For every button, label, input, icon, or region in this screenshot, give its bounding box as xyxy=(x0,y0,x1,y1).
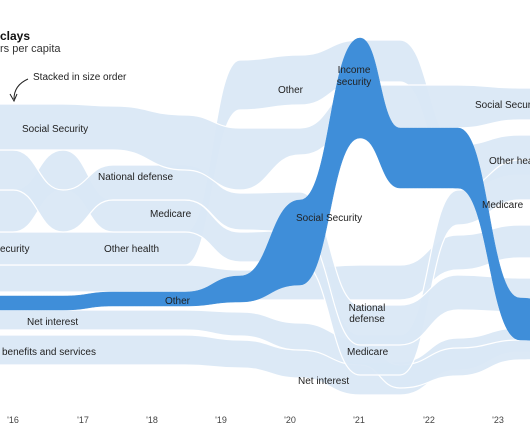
series-label-nd-2017: National defense xyxy=(98,172,173,183)
series-label-inc-2021b: security xyxy=(337,77,371,88)
highlighted-series xyxy=(0,37,530,341)
x-tick-label: '20 xyxy=(284,415,296,425)
x-tick-label: '21 xyxy=(353,415,365,425)
series-label-nd-2021: National xyxy=(349,303,386,314)
series-label-oh-2017: Other health xyxy=(104,244,159,255)
series-label-oh-2023: Other heal xyxy=(489,156,530,167)
chart-subtitle: rs per capita xyxy=(0,43,61,55)
series-label-med-2018: Medicare xyxy=(150,209,192,220)
x-tick-label: '17 xyxy=(77,415,89,425)
series-label-med-2023: Medicare xyxy=(482,200,524,211)
band-other-highlighted xyxy=(0,37,530,341)
x-tick-label: '22 xyxy=(423,415,435,425)
series-label-inc-2016: ecurity xyxy=(0,244,29,255)
annotation-arrowhead xyxy=(9,93,18,103)
series-labels: Social Security National defense Medicare e… xyxy=(0,65,530,387)
series-label-ni-2016: Net interest xyxy=(27,317,78,328)
series-label-ss-2023: Social Securi xyxy=(475,100,530,111)
annotation-stacked-order: Stacked in size order xyxy=(33,72,127,83)
chart-bands xyxy=(0,39,530,396)
series-label-med-2021: Medicare xyxy=(347,347,389,358)
chart-title: clays xyxy=(0,29,31,43)
x-tick-label: '19 xyxy=(215,415,227,425)
series-label-ss-2016: Social Security xyxy=(22,124,88,135)
x-tick-label: '16 xyxy=(7,415,19,425)
x-tick-label: '23 xyxy=(492,415,504,425)
x-axis: '16 '17 '18 '19 '20 '21 '22 '23 xyxy=(7,415,504,425)
annotation-arrow xyxy=(13,78,29,100)
series-label-ni-2020: Net interest xyxy=(298,376,349,387)
series-label-oth-2020: Other xyxy=(278,85,304,96)
series-label-ss-2020: Social Security xyxy=(296,213,362,224)
series-label-inc-2021: Income xyxy=(338,65,371,76)
series-label-vet-2016: benefits and services xyxy=(2,347,96,358)
x-tick-label: '18 xyxy=(146,415,158,425)
series-label-oth-2018: Other xyxy=(165,296,191,307)
series-label-nd-2021b: defense xyxy=(349,314,385,325)
band-ss xyxy=(0,84,530,191)
